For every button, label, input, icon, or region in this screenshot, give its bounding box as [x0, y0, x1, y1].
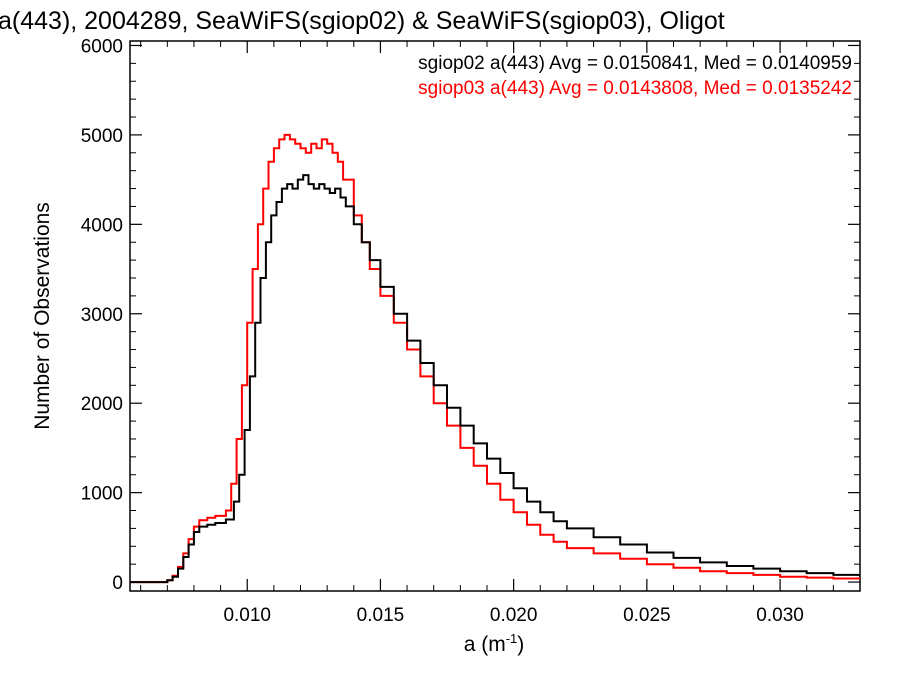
x-tick-label: 0.015 — [357, 605, 405, 626]
series-layer — [130, 133, 860, 584]
x-axis-label-superscript: -1 — [506, 631, 518, 646]
y-tick-label: 2000 — [81, 394, 123, 415]
x-axis-label-close: ) — [517, 633, 524, 656]
y-tick-label: 6000 — [81, 36, 123, 57]
x-tick-label: 0.020 — [490, 605, 538, 626]
legend-entry-sgiop02: sgiop02 a(443) Avg = 0.0150841, Med = 0.… — [418, 53, 852, 74]
y-tick-label: 0 — [112, 573, 123, 594]
x-axis-label: a (m-1) — [464, 631, 525, 656]
x-tick-label: 0.030 — [756, 605, 804, 626]
y-axis-ticks: 0 1000 2000 3000 4000 5000 6000 — [81, 36, 860, 594]
x-tick-label: 0.010 — [223, 605, 271, 626]
y-tick-label: 5000 — [81, 126, 123, 147]
legend: sgiop02 a(443) Avg = 0.0150841, Med = 0.… — [418, 53, 852, 99]
x-tick-label: 0.025 — [623, 605, 671, 626]
x-axis-ticks: 0.010 0.015 0.020 0.025 0.030 — [140, 41, 861, 626]
y-axis-label: Number of Observations — [31, 202, 54, 430]
y-tick-label: 1000 — [81, 484, 123, 505]
x-axis-label-main: a (m — [464, 633, 506, 656]
series-line-sgiop02 — [130, 174, 860, 584]
y-tick-label: 4000 — [81, 215, 123, 236]
series-line-sgiop03 — [130, 133, 860, 584]
legend-entry-sgiop03: sgiop03 a(443) Avg = 0.0143808, Med = 0.… — [418, 78, 852, 99]
plot-frame — [129, 40, 861, 592]
chart-title: a(443), 2004289, SeaWiFS(sgiop02) & SeaW… — [0, 7, 725, 35]
y-tick-label: 3000 — [81, 305, 123, 326]
